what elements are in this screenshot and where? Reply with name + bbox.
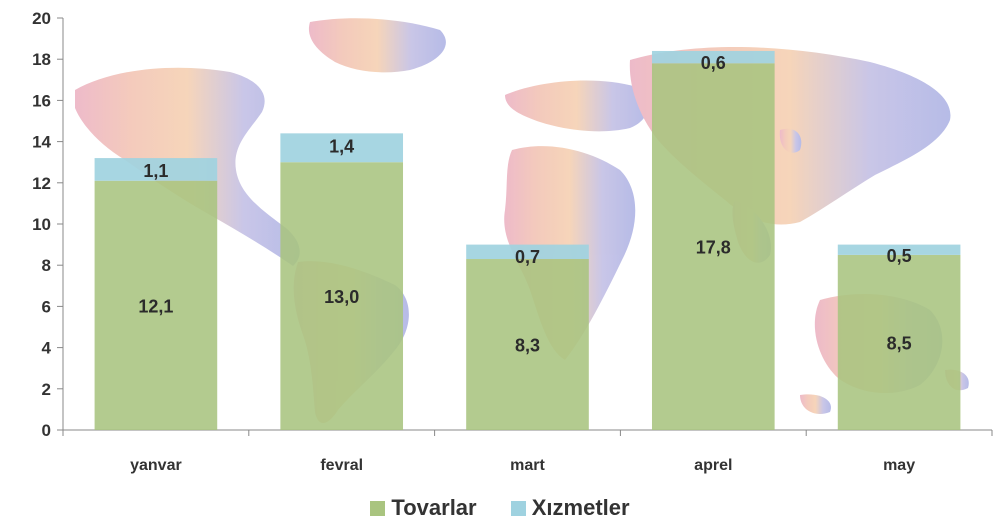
bar-Xızmetler-fevral — [280, 133, 404, 163]
bar-Tovarlar-may — [837, 254, 961, 430]
x-tick-label-mart: mart — [510, 457, 545, 474]
data-label-Xızmetler-mart: 0,7 — [515, 247, 540, 267]
x-tick-label-may: may — [883, 457, 915, 474]
bar-Xızmetler-yanvar — [94, 158, 218, 181]
legend-item-tovarlar: Tovarlar — [370, 495, 477, 521]
x-tick-label-fevral: fevral — [320, 457, 363, 474]
legend-label-xizmetler: Xızmetler — [531, 495, 630, 520]
y-axis-ticks: 0 2 4 6 8 10 12 14 16 18 20 — [32, 9, 63, 440]
legend-swatch-tovarlar — [370, 501, 386, 516]
data-label-Xızmetler-may: 0,5 — [887, 246, 912, 266]
y-tick-label-7: 14 — [32, 133, 51, 152]
data-label-Xızmetler-aprel: 0,6 — [701, 53, 726, 73]
data-label-Tovarlar-aprel: 17,8 — [696, 238, 731, 258]
legend-item-xizmetler: Xızmetler — [510, 495, 630, 521]
y-tick-label-10: 20 — [32, 9, 51, 28]
y-tick-label-0: 0 — [42, 421, 51, 440]
data-label-Tovarlar-fevral: 13,0 — [324, 287, 359, 307]
y-tick-label-8: 16 — [32, 91, 51, 110]
bar-Tovarlar-aprel — [651, 63, 775, 430]
y-tick-label-6: 12 — [32, 174, 51, 193]
data-label-Tovarlar-may: 8,5 — [887, 333, 912, 353]
bar-Xızmetler-may — [837, 244, 961, 255]
data-label-Xızmetler-fevral: 1,4 — [329, 136, 354, 156]
x-tick-label-aprel: aprel — [694, 457, 732, 474]
x-axis-ticks: yanvar fevral mart aprel may — [62, 430, 993, 474]
y-tick-label-4: 8 — [42, 256, 51, 275]
y-tick-label-3: 6 — [42, 297, 51, 316]
x-tick-label-yanvar: yanvar — [130, 457, 182, 474]
bar-Xızmetler-mart — [466, 244, 589, 260]
bar-Tovarlar-yanvar — [94, 180, 218, 430]
bars — [94, 50, 961, 430]
legend-swatch-xizmetler — [510, 501, 526, 516]
bar-Tovarlar-mart — [466, 259, 589, 430]
y-tick-label-1: 2 — [42, 380, 51, 399]
data-label-Tovarlar-mart: 8,3 — [515, 336, 540, 356]
y-tick-label-2: 4 — [42, 339, 52, 358]
chart: 0 2 4 6 8 10 12 14 16 18 20 yanvar fevral mart aprel m… — [32, 9, 993, 474]
bar-Tovarlar-fevral — [280, 162, 404, 430]
data-labels: 12,1 1,1 13,0 1,4 8,3 0,7 17,8 0,6 8,5 0,5 — [138, 53, 911, 355]
bar-Xızmetler-aprel — [651, 50, 775, 64]
legend-label-tovarlar: Tovarlar — [391, 495, 477, 520]
data-label-Xızmetler-yanvar: 1,1 — [143, 161, 168, 181]
y-tick-label-5: 10 — [32, 215, 51, 234]
y-tick-label-9: 18 — [32, 50, 51, 69]
legend: Tovarlar Xızmetler — [0, 495, 1000, 521]
data-label-Tovarlar-yanvar: 12,1 — [138, 296, 173, 316]
